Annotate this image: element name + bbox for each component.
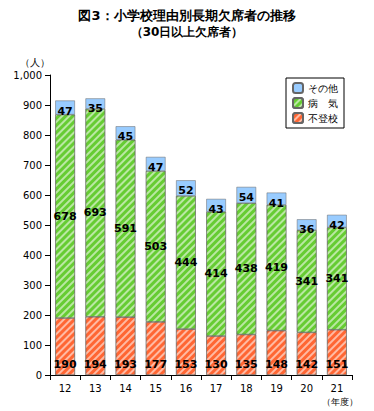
- svg-text:100: 100: [23, 340, 42, 351]
- svg-text:0: 0: [36, 370, 42, 381]
- svg-text:41: 41: [269, 197, 284, 210]
- svg-text:177: 177: [144, 358, 167, 371]
- svg-text:693: 693: [84, 206, 107, 219]
- svg-text:52: 52: [178, 184, 193, 197]
- svg-text:444: 444: [174, 256, 197, 269]
- svg-text:153: 153: [174, 358, 197, 371]
- svg-text:図3：小学校理由別長期欠席者の推移: 図3：小学校理由別長期欠席者の推移: [78, 8, 295, 23]
- svg-text:45: 45: [118, 130, 133, 143]
- svg-text:194: 194: [84, 358, 107, 371]
- svg-text:414: 414: [205, 267, 228, 280]
- svg-text:900: 900: [23, 100, 42, 111]
- svg-text:591: 591: [114, 222, 137, 235]
- svg-text:47: 47: [148, 161, 163, 174]
- svg-text:193: 193: [114, 358, 137, 371]
- svg-text:12: 12: [59, 383, 72, 394]
- svg-text:15: 15: [149, 383, 162, 394]
- svg-text:151: 151: [325, 358, 348, 371]
- svg-text:16: 16: [180, 383, 193, 394]
- svg-text:341: 341: [295, 275, 318, 288]
- svg-text:1,000: 1,000: [13, 70, 42, 81]
- svg-text:13: 13: [89, 383, 102, 394]
- svg-text:21: 21: [331, 383, 344, 394]
- svg-text:503: 503: [144, 240, 167, 253]
- svg-text:130: 130: [205, 358, 228, 371]
- svg-text:18: 18: [240, 383, 253, 394]
- svg-text:700: 700: [23, 160, 42, 171]
- svg-text:300: 300: [23, 280, 42, 291]
- svg-text:36: 36: [299, 223, 315, 236]
- svg-text:800: 800: [23, 130, 42, 141]
- svg-text:17: 17: [210, 383, 223, 394]
- svg-text:病 気: 病 気: [308, 98, 338, 109]
- svg-text:（人）: （人）: [20, 57, 50, 68]
- svg-text:419: 419: [265, 261, 288, 274]
- svg-text:不登校: 不登校: [308, 113, 338, 124]
- svg-text:200: 200: [23, 310, 42, 321]
- svg-text:47: 47: [57, 105, 72, 118]
- svg-text:600: 600: [23, 190, 42, 201]
- svg-text:135: 135: [235, 358, 258, 371]
- svg-text:その他: その他: [308, 83, 338, 94]
- svg-text:148: 148: [265, 358, 288, 371]
- svg-text:20: 20: [300, 383, 313, 394]
- svg-text:341: 341: [325, 272, 348, 285]
- svg-text:438: 438: [235, 262, 258, 275]
- svg-text:142: 142: [295, 358, 318, 371]
- svg-text:42: 42: [329, 219, 344, 232]
- svg-text:500: 500: [23, 220, 42, 231]
- svg-text:678: 678: [54, 210, 77, 223]
- svg-text:（30日以上欠席者）: （30日以上欠席者）: [131, 25, 244, 39]
- svg-text:（年度）: （年度）: [322, 397, 358, 407]
- svg-text:35: 35: [88, 102, 103, 115]
- svg-text:190: 190: [54, 358, 77, 371]
- svg-text:19: 19: [270, 383, 283, 394]
- svg-text:54: 54: [239, 191, 255, 204]
- svg-text:14: 14: [119, 383, 132, 394]
- svg-text:400: 400: [23, 250, 42, 261]
- svg-text:43: 43: [208, 203, 223, 216]
